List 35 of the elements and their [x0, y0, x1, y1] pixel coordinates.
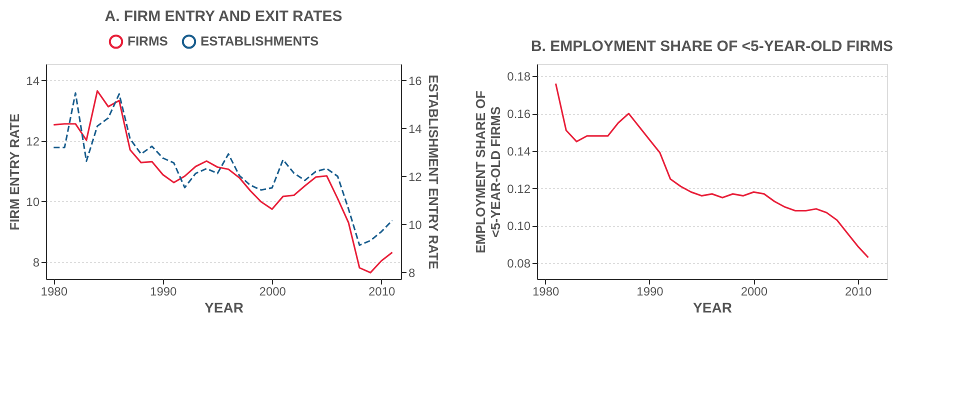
line-series [554, 82, 870, 258]
x-axis-title: YEAR [204, 300, 244, 316]
x-tick-label: 1990 [636, 284, 664, 298]
chart-title: A. FIRM ENTRY AND EXIT RATES [104, 8, 342, 25]
y-tick-label: 12 [26, 134, 40, 148]
y-tick-label: 0.10 [507, 219, 531, 234]
x-axis-title: YEAR [693, 300, 732, 316]
y2-axis-title: ESTABLISHMENT ENTRY RATE [426, 74, 441, 270]
chart-title: B. EMPLOYMENT SHARE OF <5-YEAR-OLD FIRMS [530, 38, 894, 55]
y-tick-label: 0.18 [507, 70, 531, 84]
y-tick-label: 10 [26, 194, 40, 209]
x-tick-label: 1990 [150, 284, 178, 298]
x-tick-label: 2010 [844, 284, 872, 298]
y2-tick-label: 16 [408, 74, 422, 88]
legend-label: ESTABLISHMENTS [200, 34, 320, 49]
y2-tick-label: 12 [408, 170, 422, 184]
line-series [52, 90, 394, 274]
y-tick-label: 0.14 [507, 144, 531, 158]
legend-label: FIRMS [128, 34, 168, 49]
x-tick-label: 1980 [40, 284, 68, 298]
x-tick-label: 2010 [368, 284, 396, 298]
y-tick-label: 0.08 [507, 256, 531, 271]
line-series [52, 92, 394, 246]
x-tick-label: 2000 [259, 284, 286, 298]
y-tick-label: 0.12 [507, 182, 531, 196]
x-tick-label: 2000 [740, 284, 768, 298]
y2-tick-label: 14 [408, 122, 422, 136]
y-axis-title: EMPLOYMENT SHARE OF <5-YEAR-OLD FIRMS [473, 90, 504, 254]
y-tick-label: 14 [26, 74, 40, 88]
y2-tick-label: 8 [408, 266, 416, 280]
y2-tick-label: 10 [408, 218, 422, 232]
y-tick-label: 0.16 [507, 107, 531, 122]
y-axis-title: FIRM ENTRY RATE [7, 113, 22, 230]
y-tick-label: 8 [32, 255, 40, 270]
x-tick-label: 1980 [532, 284, 560, 298]
